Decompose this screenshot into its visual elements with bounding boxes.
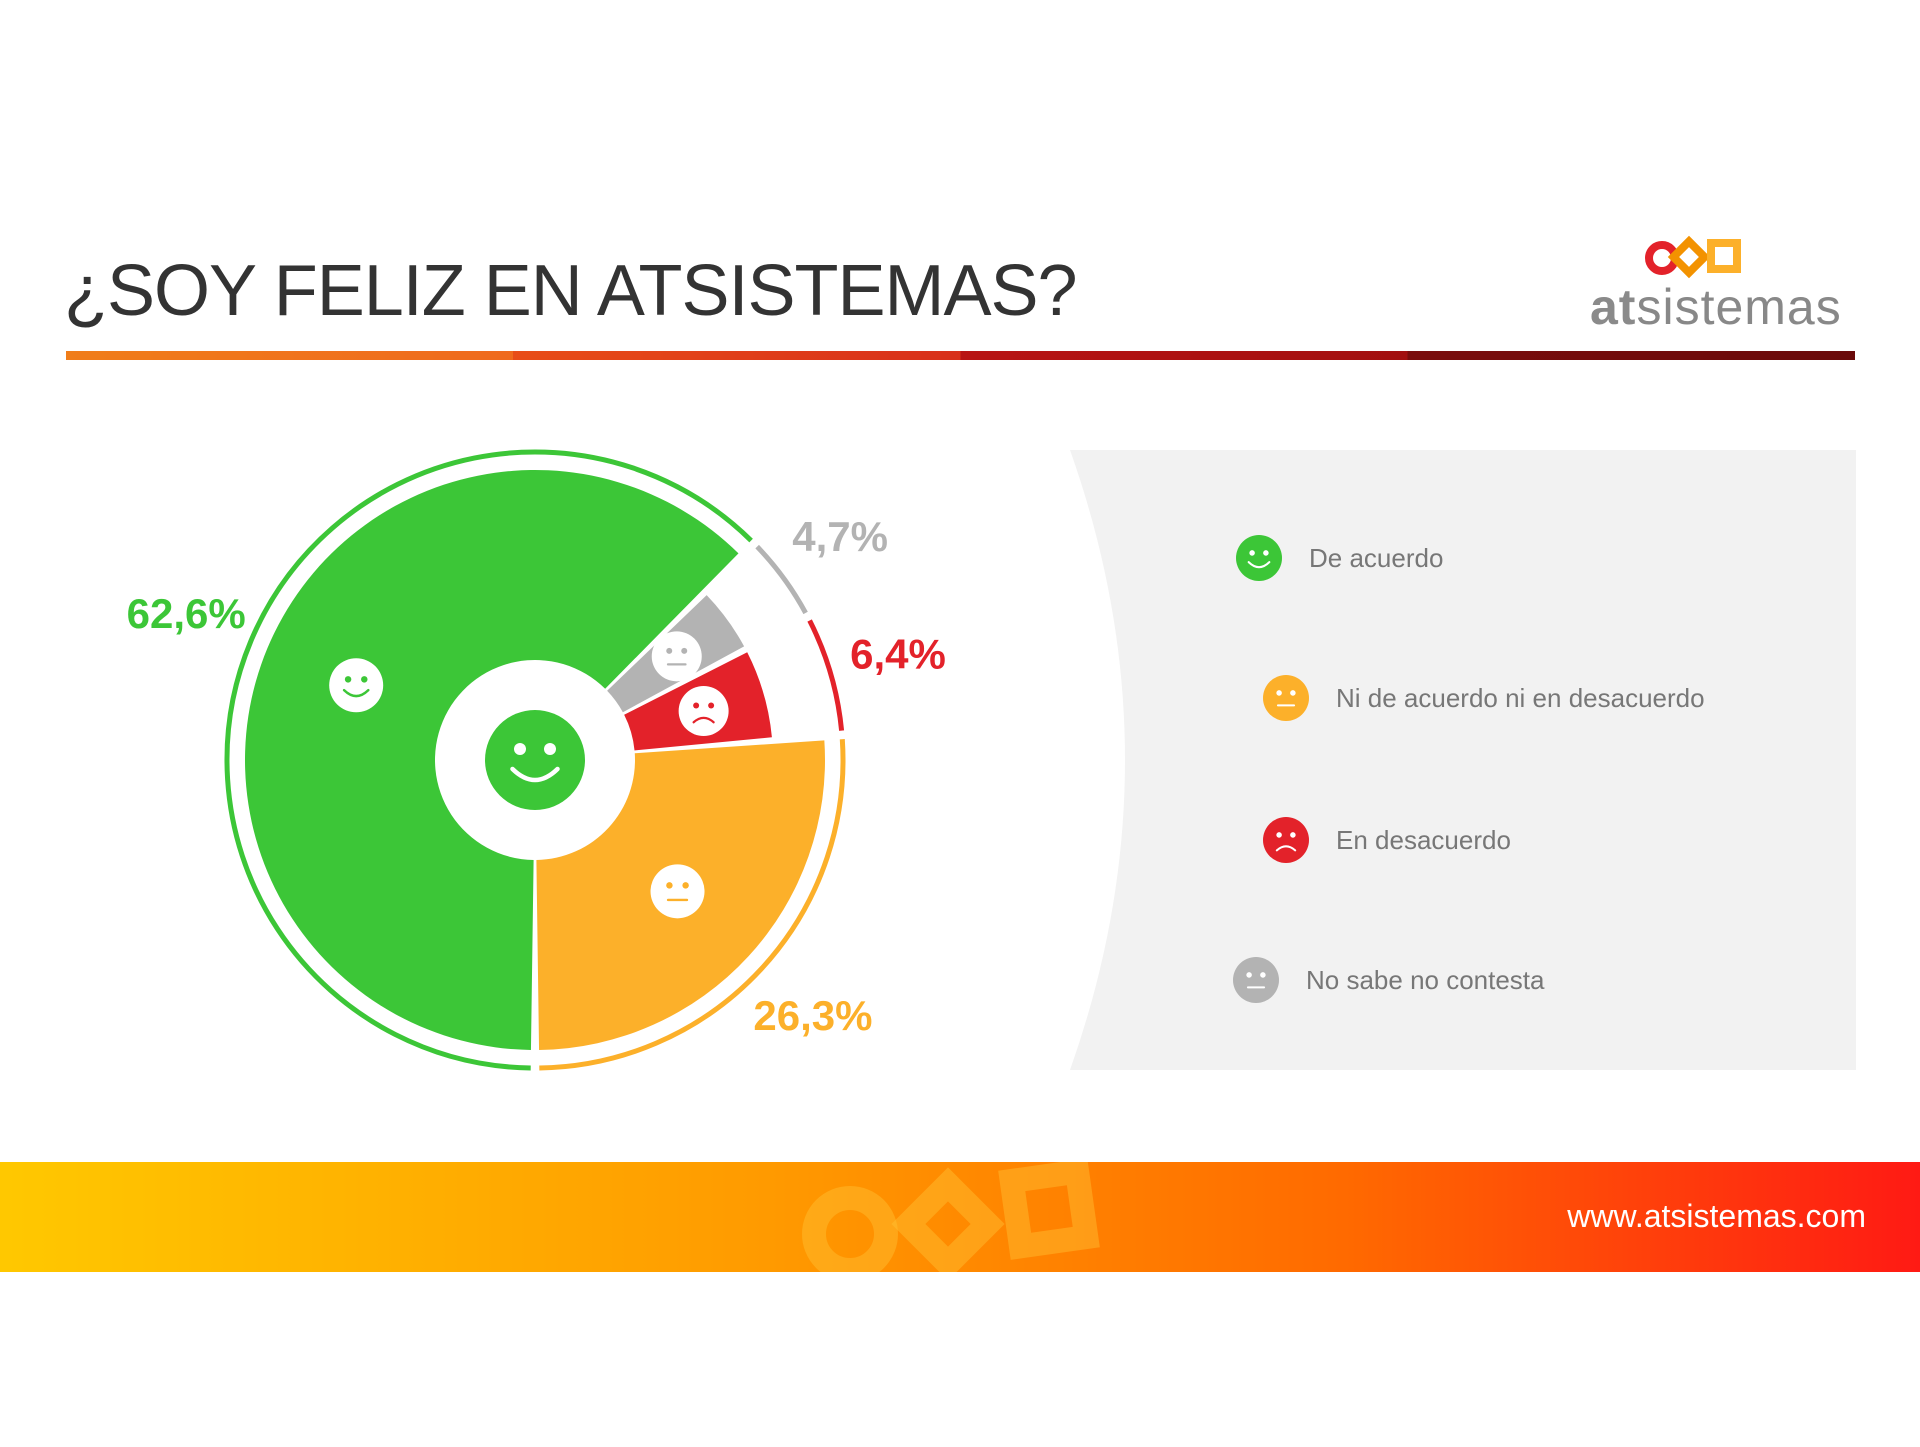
legend-item: No sabe no contesta — [1232, 956, 1545, 1004]
page-title: ¿SOY FELIZ EN ATSISTEMAS? — [64, 251, 1078, 331]
satisfaction-pie-chart: 62,6% 26,3% 6,4% 4,7% — [127, 449, 946, 1071]
pie-ring-arc — [807, 619, 845, 731]
pie-ring-arc — [755, 544, 808, 615]
sad-face-icon — [1263, 817, 1309, 863]
pie-ring-arc — [224, 449, 753, 1071]
website-link[interactable]: www.atsistemas.com — [1567, 1198, 1866, 1234]
legend-face — [1263, 817, 1309, 863]
neutral-face-icon — [651, 631, 702, 682]
legend-item: En desacuerdo — [1262, 816, 1511, 864]
logo-square-icon — [1707, 239, 1741, 273]
legend-panel: De acuerdo Ni de acuerdo ni en desacuerdo… — [1070, 450, 1856, 1070]
footer-banner: www.atsistemas.com — [0, 1162, 1920, 1272]
logo-wordmark-suffix: sistemas — [1636, 279, 1842, 335]
legend-label: Ni de acuerdo ni en desacuerdo — [1336, 682, 1705, 713]
neutral-face-icon — [1263, 675, 1309, 721]
atsistemas-logo-mark — [1645, 235, 1741, 279]
legend-item: De acuerdo — [1235, 534, 1443, 582]
pie-slice-de-acuerdo — [245, 469, 739, 1050]
logo-diamond-icon — [1667, 235, 1711, 279]
legend-label: No sabe no contesta — [1306, 964, 1545, 995]
center-happy-face-icon — [485, 710, 585, 810]
happy-face-icon — [329, 658, 384, 713]
logo-wordmark: atsistemas — [1590, 278, 1842, 336]
legend-face — [1233, 957, 1279, 1003]
neutral-face-icon — [650, 864, 705, 919]
logo-wordmark-prefix: at — [1590, 279, 1637, 335]
pie-value-label: 62,6% — [127, 590, 246, 637]
neutral-face-icon — [1233, 957, 1279, 1003]
title-divider — [66, 351, 1855, 360]
pie-value-label: 4,7% — [792, 513, 888, 560]
legend-item: Ni de acuerdo ni en desacuerdo — [1262, 674, 1705, 722]
legend-label: De acuerdo — [1309, 542, 1444, 573]
legend-face — [1236, 535, 1282, 581]
pie-value-label: 26,3% — [753, 992, 872, 1039]
sad-face-icon — [678, 686, 729, 737]
legend-label: En desacuerdo — [1336, 824, 1511, 855]
legend-panel-background — [1070, 450, 1856, 1070]
pie-ring-arc — [539, 738, 846, 1071]
legend-face — [1263, 675, 1309, 721]
footer-logo-watermark-icon — [802, 1162, 1100, 1272]
pie-value-label: 6,4% — [850, 631, 946, 678]
happy-face-icon — [1236, 535, 1282, 581]
